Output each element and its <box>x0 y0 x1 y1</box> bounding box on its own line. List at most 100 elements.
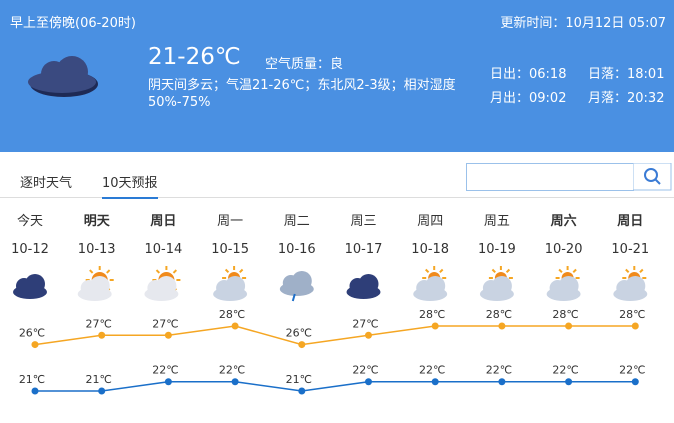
temp-label: 26℃ <box>19 327 45 340</box>
day-label: 周五 <box>484 214 510 229</box>
weather-icon <box>213 266 248 301</box>
temp-label: 26℃ <box>286 327 312 340</box>
cloud <box>358 274 379 294</box>
temp-label: 22℃ <box>552 364 578 377</box>
description: 阴天间多云；气温21-26℃；东北风2-3级；相对湿度50%-75% <box>148 78 456 110</box>
temp-label: 22℃ <box>619 364 645 377</box>
date-label: 10-21 <box>611 242 649 257</box>
temp-point <box>431 322 439 330</box>
temp-label: 28℃ <box>619 308 645 321</box>
temp-point <box>365 331 372 339</box>
weather-icon <box>279 271 314 302</box>
temp-point <box>565 322 573 330</box>
cloud <box>491 276 512 296</box>
weather-icon <box>479 266 514 301</box>
temp-label: 28℃ <box>552 308 578 321</box>
weather-icon <box>346 274 381 299</box>
sun-ray <box>425 268 430 274</box>
date-label: 10-14 <box>145 242 183 257</box>
temp-label: 28℃ <box>419 308 445 321</box>
temp-label: 22℃ <box>152 364 178 377</box>
temp-point <box>98 331 106 339</box>
sun-ray <box>172 269 178 274</box>
cloud <box>89 276 110 296</box>
temp-label: 27℃ <box>86 317 112 330</box>
temp-point <box>298 387 306 395</box>
sunrise: 日出：06:18 <box>490 67 567 82</box>
weather-icon <box>144 266 181 301</box>
day-label: 周六 <box>551 213 577 229</box>
temp-line <box>35 380 636 392</box>
temp-label: 22℃ <box>219 364 245 377</box>
temp-label: 28℃ <box>486 308 512 321</box>
cloud <box>225 276 246 296</box>
update-time: 更新时间：10月12日 05:07 <box>500 16 666 31</box>
temp-point <box>164 378 172 386</box>
temp-point <box>498 322 506 330</box>
temp-point <box>365 378 372 386</box>
temp-point <box>231 378 239 386</box>
sun-ray <box>89 269 94 274</box>
temp-label: 22℃ <box>352 364 378 377</box>
day-label: 周三 <box>350 214 376 229</box>
date-label: 10-12 <box>11 242 49 257</box>
tab-active[interactable]: 10天预报 <box>102 172 158 199</box>
sunset: 日落：18:01 <box>588 67 665 82</box>
temp-point <box>431 378 439 386</box>
date-label: 10-13 <box>78 242 116 257</box>
weather-icon <box>546 266 581 301</box>
temp-label: 27℃ <box>152 317 178 330</box>
weather-icon <box>77 266 114 301</box>
temp-point <box>31 341 39 349</box>
sun-ray <box>639 268 644 274</box>
date-label: 10-17 <box>345 242 383 257</box>
sun-ray <box>625 268 630 274</box>
rain-drop <box>291 293 296 302</box>
date-label: 10-18 <box>411 242 449 257</box>
period: 早上至傍晚(06-20时) <box>10 16 136 31</box>
temp-point <box>31 387 39 395</box>
temp-point <box>231 322 239 330</box>
temp-label: 21℃ <box>86 373 112 386</box>
temp-point <box>164 331 172 339</box>
temp-point <box>565 378 573 386</box>
forecast-chart: 今天 10-12 明天 10-13 周日 10-14 周一 10-15 周二 10-16 周三 10-… <box>11 213 649 395</box>
sun-ray <box>491 268 496 274</box>
weather-icon <box>613 266 648 301</box>
temp-point <box>631 322 639 330</box>
cloud <box>625 276 646 296</box>
day-label: 周日 <box>150 214 176 229</box>
sun-ray <box>439 268 444 274</box>
temp-label: 22℃ <box>419 364 445 377</box>
tab[interactable]: 逐时天气 <box>20 176 73 191</box>
temp-label: 28℃ <box>219 308 245 321</box>
cloud <box>291 271 312 291</box>
temp-label: 21℃ <box>286 373 312 386</box>
temp-label: 22℃ <box>486 364 512 377</box>
cloud <box>156 276 177 296</box>
day-label: 今天 <box>17 213 43 229</box>
moonrise: 月出：09:02 <box>490 91 567 106</box>
day-label: 周日 <box>617 214 643 229</box>
day-label: 周四 <box>417 214 443 229</box>
sun-ray <box>155 269 161 274</box>
cloud <box>425 276 446 296</box>
temperature: 21-26℃ <box>148 44 241 70</box>
moonset: 月落：20:32 <box>588 91 665 106</box>
search-button[interactable] <box>633 163 672 191</box>
temp-label: 27℃ <box>352 317 378 330</box>
sun-ray <box>558 268 563 274</box>
search-input[interactable] <box>466 163 634 191</box>
date-label: 10-16 <box>278 242 316 257</box>
sun-ray <box>505 268 511 274</box>
temp-label: 21℃ <box>19 373 45 386</box>
temp-point <box>631 378 639 386</box>
air-quality: 空气质量：良 <box>265 57 344 72</box>
temp-point <box>98 387 106 395</box>
weather-icon <box>28 56 98 97</box>
temp-point <box>498 378 506 386</box>
temp-point <box>298 341 306 349</box>
sun-ray <box>106 269 111 274</box>
date-label: 10-19 <box>478 242 516 257</box>
